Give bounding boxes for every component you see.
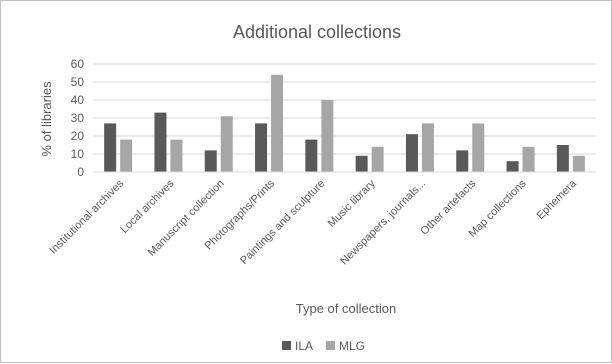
bars: [104, 74, 585, 172]
bar-mlg: [572, 155, 585, 172]
y-tick-label: 10: [71, 147, 85, 161]
bar-mlg: [371, 146, 384, 172]
bar-ila: [104, 123, 117, 172]
bar-mlg: [321, 100, 334, 172]
x-category-label: Institutional archives: [47, 177, 126, 256]
bar-ila: [405, 134, 418, 172]
bar-ila: [204, 150, 217, 172]
bar-ila: [255, 123, 268, 172]
bar-ila: [154, 112, 167, 172]
bar-mlg: [170, 139, 183, 172]
chart-title: Additional collections: [233, 22, 401, 42]
legend-label-mlg: MLG: [339, 339, 365, 353]
y-tick-label: 30: [71, 111, 85, 125]
bar-mlg: [421, 123, 434, 172]
bar-ila: [305, 139, 318, 172]
legend: ILA MLG: [282, 339, 365, 353]
y-axis-title: % of libraries: [39, 81, 54, 157]
bar-mlg: [220, 116, 233, 172]
x-category-label: Paintings and sculpture: [238, 178, 327, 267]
y-tick-label: 60: [71, 57, 85, 71]
x-category-label: Newspapers, journals...: [338, 178, 428, 268]
y-tick-label: 20: [71, 129, 85, 143]
bar-mlg: [472, 123, 485, 172]
bar-ila: [355, 155, 368, 172]
y-tick-label: 40: [71, 93, 85, 107]
bar-ila: [556, 145, 569, 172]
x-category-label: Ephemera: [535, 177, 580, 222]
x-category-label: Music library: [326, 177, 378, 229]
bar-ila: [506, 161, 519, 172]
y-axis-ticks: 0 10 20 30 40 50 60: [71, 57, 85, 179]
legend-swatch-ila: [282, 341, 291, 350]
y-tick-label: 50: [71, 75, 85, 89]
x-axis-title: Type of collection: [296, 301, 396, 316]
gridlines: [93, 63, 596, 155]
bar-mlg: [120, 139, 133, 172]
y-tick-label: 0: [77, 165, 84, 179]
bar-mlg: [271, 74, 284, 172]
bar-mlg: [522, 146, 535, 172]
legend-swatch-mlg: [326, 341, 335, 350]
bar-ila: [456, 150, 469, 172]
legend-label-ila: ILA: [295, 339, 313, 353]
